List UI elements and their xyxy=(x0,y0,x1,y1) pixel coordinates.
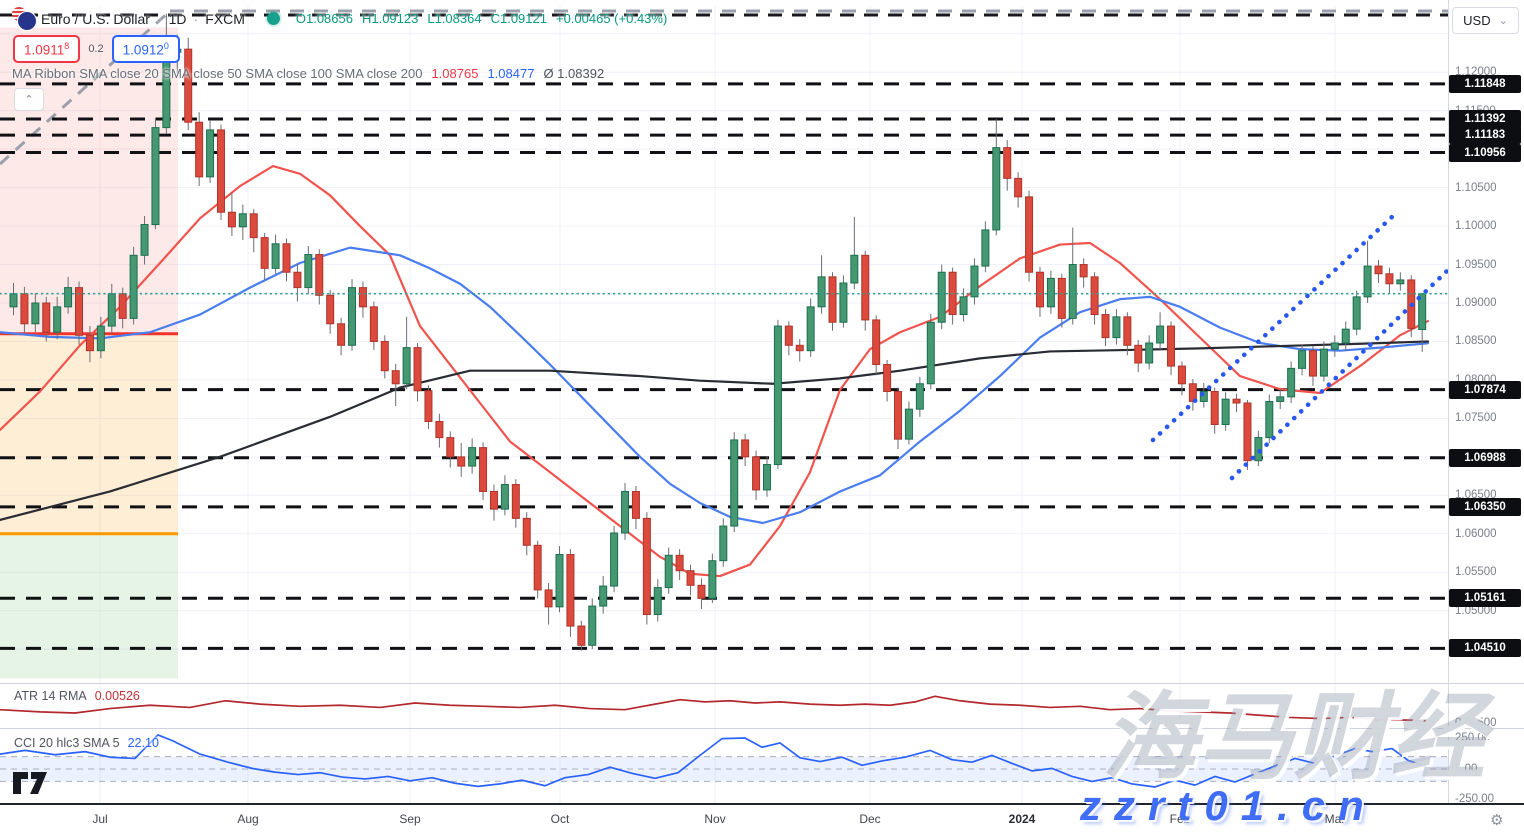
cci-axis-label: -250.00 xyxy=(1455,793,1495,805)
time-axis-label: Mar xyxy=(1324,812,1346,826)
price-axis[interactable]: 1.120001.115001.105001.100001.095001.090… xyxy=(1448,0,1524,805)
key-levels xyxy=(0,82,1448,650)
spread-value: 0.2 xyxy=(88,42,104,55)
key-level-price-label: 1.10956 xyxy=(1449,143,1521,162)
time-axis-label: Oct xyxy=(550,812,570,826)
ma-ribbon-average: Ø 1.08392 xyxy=(543,66,605,81)
key-level-price-label: 1.07874 xyxy=(1449,380,1521,399)
time-axis-label: Nov xyxy=(704,812,726,826)
tradingview-logo-icon[interactable] xyxy=(12,770,48,796)
ohlc-change: +0.00465 (+0.43%) xyxy=(555,11,668,26)
symbol-pair-icon xyxy=(12,7,37,31)
ohlc-open: O1.08656 xyxy=(295,11,353,26)
key-level-price-label: 1.06988 xyxy=(1449,448,1521,467)
chevron-down-icon: ⌄ xyxy=(1498,15,1508,27)
cci-axis-label: 0.00 xyxy=(1455,763,1478,775)
sma-20 xyxy=(0,164,1430,578)
cci-axis-label: 250.00 xyxy=(1455,732,1491,744)
time-axis-label: Feb xyxy=(1169,812,1191,826)
ma-ribbon-label[interactable]: MA Ribbon SMA close 20 SMA close 50 SMA … xyxy=(12,66,423,81)
price-axis-label: 1.05000 xyxy=(1455,604,1497,617)
price-axis-label: 1.09000 xyxy=(1455,297,1497,309)
atr-label[interactable]: ATR 14 RMA xyxy=(14,689,87,703)
candles xyxy=(9,13,1427,651)
sell-button[interactable]: 1.09118 xyxy=(13,35,81,63)
cci-value: 22.10 xyxy=(127,736,159,750)
axis-settings-gear-icon[interactable]: ⚙ xyxy=(1490,812,1504,829)
exchange-label[interactable]: FXCM xyxy=(205,10,245,27)
symbol-header: Euro / U.S. Dollar · 1D · FXCM O1.08656 … xyxy=(12,7,667,31)
cci-legend: CCI 20 hlc3 SMA 5 22.10 xyxy=(14,736,159,750)
buy-button[interactable]: 1.09120 xyxy=(111,35,180,63)
symbol-title[interactable]: Euro / U.S. Dollar xyxy=(41,10,150,27)
currency-label: USD xyxy=(1463,13,1491,28)
key-level-price-label: 1.11392 xyxy=(1449,110,1521,128)
separator: · xyxy=(156,10,162,27)
key-level-price-label: 1.05161 xyxy=(1449,589,1521,608)
ohlc-readout: O1.08656 H1.09123 L1.08364 C1.09121 +0.0… xyxy=(296,11,667,26)
ohlc-close: C1.09121 xyxy=(490,11,547,26)
ohlc-high: H1.09123 xyxy=(361,11,419,26)
dotted-channel xyxy=(1150,213,1451,481)
price-axis-label: 1.06000 xyxy=(1455,527,1497,540)
ma-ribbon-value-20: 1.08765 xyxy=(431,66,479,81)
atr-legend: ATR 14 RMA 0.00526 xyxy=(14,689,140,703)
support-resistance-zones xyxy=(0,27,178,679)
ma-ribbon-value-50: 1.08477 xyxy=(487,66,535,81)
atr-line xyxy=(0,695,1426,722)
market-status-icon xyxy=(266,12,280,25)
cci-panel xyxy=(0,734,1448,788)
moving-averages xyxy=(0,164,1430,578)
key-level-price-label: 1.06350 xyxy=(1449,497,1521,516)
zone-green xyxy=(0,533,178,679)
quote-row: 1.09118 0.2 1.09120 xyxy=(13,35,180,63)
time-axis-label: Sep xyxy=(399,812,421,826)
currency-dropdown[interactable]: USD ⌄ xyxy=(1452,7,1519,34)
price-axis-label: 1.07500 xyxy=(1455,412,1497,425)
atr-value: 0.00526 xyxy=(94,689,140,703)
zone-red xyxy=(0,27,178,334)
key-level-price-label: 1.04510 xyxy=(1449,639,1521,658)
sma-200 xyxy=(0,340,1430,522)
time-axis-label: 2024 xyxy=(1008,812,1036,826)
key-level-price-label: 1.11183 xyxy=(1449,126,1521,145)
time-axis-label: Dec xyxy=(859,812,881,826)
sma-50 xyxy=(0,246,1430,525)
zone-orange xyxy=(0,333,178,534)
chevron-up-icon: ⌃ xyxy=(24,94,34,106)
key-level-price-label: 1.11848 xyxy=(1449,74,1521,93)
price-axis-label: 1.08500 xyxy=(1455,335,1497,348)
interval-button[interactable]: 1D xyxy=(168,10,187,27)
collapse-legend-button[interactable]: ⌃ xyxy=(14,88,44,111)
price-axis-label: 1.10000 xyxy=(1455,220,1497,233)
price-axis-label: 1.09500 xyxy=(1455,258,1497,271)
cci-label[interactable]: CCI 20 hlc3 SMA 5 xyxy=(14,736,120,750)
price-axis-label: 1.05500 xyxy=(1455,566,1497,579)
time-axis[interactable]: ⚙ Jul Aug Sep Oct Nov Dec 2024 Feb Mar xyxy=(0,803,1524,833)
ohlc-low: L1.08364 xyxy=(427,11,482,26)
separator: · xyxy=(193,10,199,27)
time-axis-label: Aug xyxy=(237,812,259,826)
price-axis-label: 1.10500 xyxy=(1455,181,1497,194)
ma-ribbon-legend: MA Ribbon SMA close 20 SMA close 50 SMA … xyxy=(12,66,604,81)
atr-axis-label: 0.00500 xyxy=(1455,717,1497,729)
time-axis-label: Jul xyxy=(92,812,108,826)
